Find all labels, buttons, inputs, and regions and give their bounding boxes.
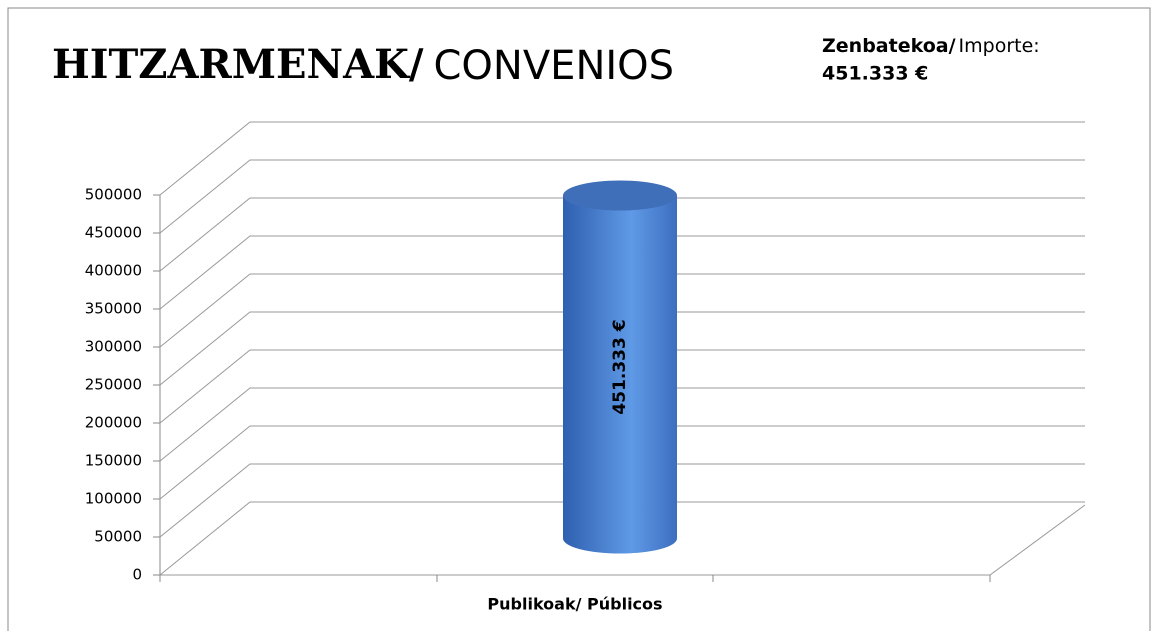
grid-line [159, 463, 1085, 538]
y-tick-label: 300000 [85, 338, 142, 356]
y-tick-label: 100000 [85, 490, 142, 508]
y-tick-label: 50000 [94, 528, 142, 546]
grid-line [159, 121, 1085, 196]
annotation-amount: 451.333 € [822, 63, 928, 85]
annotation-bold: Zenbatekoa/ [822, 35, 956, 57]
y-tick-label: 0 [132, 566, 142, 584]
grid-line [159, 273, 1085, 348]
y-tick-label: 150000 [85, 452, 142, 470]
grid-line [159, 501, 1085, 576]
y-tick-label: 400000 [85, 262, 142, 280]
value-label: 451.333 € [610, 319, 630, 414]
annotation-normal: Importe: [959, 35, 1040, 57]
grid-line [159, 235, 1085, 310]
x-tick-label: Publikoak/ Públicos [487, 595, 662, 614]
bar [563, 195, 677, 554]
y-tick-label: 250000 [85, 376, 142, 394]
grid-line [159, 387, 1085, 462]
y-tick-label: 350000 [85, 300, 142, 318]
y-tick-label: 200000 [85, 414, 142, 432]
grid-line [159, 311, 1085, 386]
y-tick-label: 450000 [85, 224, 142, 242]
annotation: Zenbatekoa/Importe: [822, 35, 1040, 57]
bar-top [563, 180, 677, 211]
y-tick-label: 500000 [85, 186, 142, 204]
grid-line [159, 159, 1085, 234]
frame [7, 7, 1151, 635]
grid-line [159, 197, 1085, 272]
title-normal: CONVENIOS [433, 43, 674, 89]
grid-line [159, 425, 1085, 500]
title-bold: HITZARMENAK/ [52, 41, 424, 88]
chart-title: HITZARMENAK/CONVENIOS [52, 41, 674, 89]
grid-line [159, 349, 1085, 424]
